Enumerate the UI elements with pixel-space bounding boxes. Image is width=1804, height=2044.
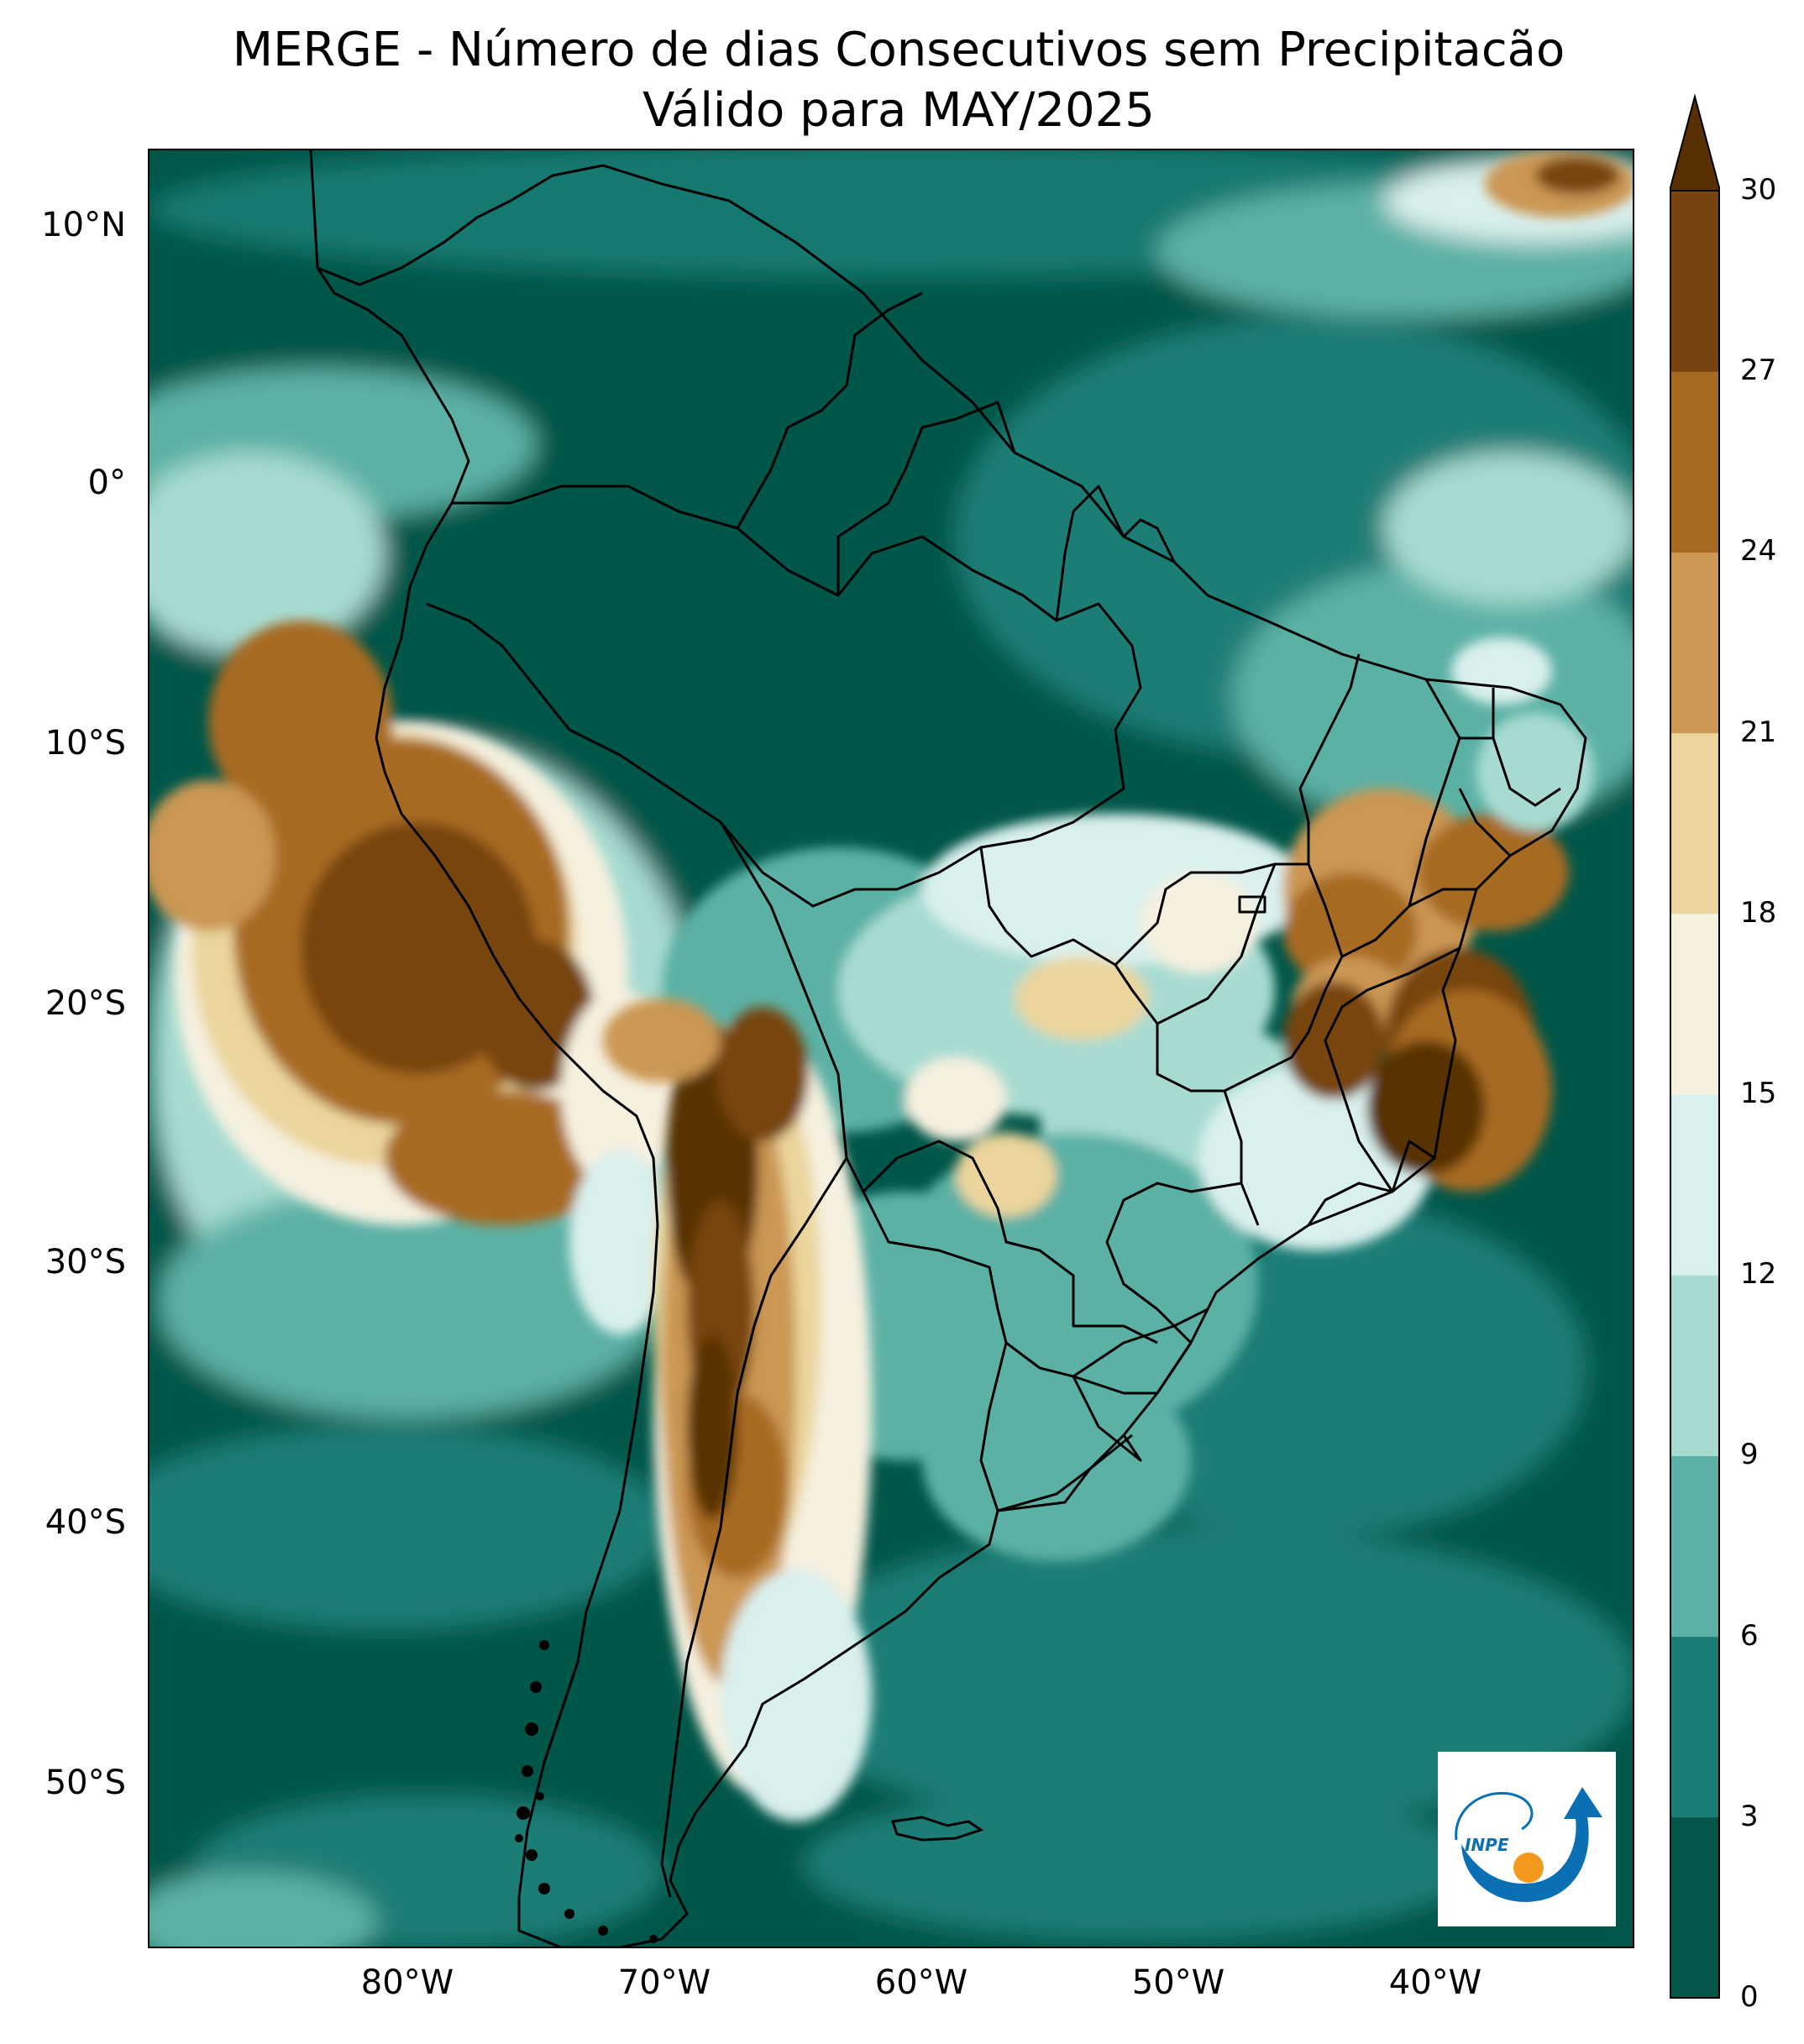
lon-label-70w: 70°W xyxy=(617,1963,711,2002)
map-subtitle: Válido para MAY/2025 xyxy=(642,83,1155,138)
colorbar-outline xyxy=(1670,190,1720,1999)
boundary-lines xyxy=(309,150,1587,1947)
colorbar-label-21: 21 xyxy=(1740,715,1777,749)
colorbar-segment-0 xyxy=(1670,1816,1720,1999)
precipitation-map xyxy=(149,150,1633,1947)
lon-label-50w: 50°W xyxy=(1131,1963,1225,2002)
country-borders xyxy=(426,485,1142,908)
malvinas-islands xyxy=(891,1816,984,1842)
logo-text: INPE xyxy=(1465,1835,1509,1855)
lat-label-50s: 50°S xyxy=(45,1764,126,1802)
colorbar-label-30: 30 xyxy=(1740,173,1777,207)
colorbar-segment-2 xyxy=(1670,1455,1720,1638)
lat-label-40s: 40°S xyxy=(45,1503,126,1542)
colorbar-segment-1 xyxy=(1670,1636,1720,1818)
lon-label-80w: 80°W xyxy=(360,1963,454,2002)
colorbar-label-18: 18 xyxy=(1740,896,1777,930)
colorbar-segment-5 xyxy=(1670,913,1720,1095)
logo-sun-icon xyxy=(1513,1853,1544,1883)
lat-label-10n: 10°N xyxy=(41,206,126,244)
colorbar-segments xyxy=(1670,191,1720,1999)
andes-dry-belt xyxy=(603,998,872,1821)
colorbar-label-3: 3 xyxy=(1740,1800,1759,1833)
colorbar-label-24: 24 xyxy=(1740,534,1777,568)
colorbar-label-9: 9 xyxy=(1740,1438,1759,1471)
pacific-dry-zone xyxy=(149,621,679,1334)
lat-label-20s: 20°S xyxy=(45,984,126,1023)
colorbar xyxy=(1670,93,1720,1999)
archipelago-islands xyxy=(515,1640,658,1943)
colorbar-label-15: 15 xyxy=(1740,1077,1777,1110)
map-panel xyxy=(148,149,1634,1948)
lat-label-10s: 10°S xyxy=(45,724,126,763)
colorbar-segment-7 xyxy=(1670,552,1720,734)
inpe-logo: INPE xyxy=(1438,1752,1616,1926)
colorbar-segment-9 xyxy=(1670,191,1720,372)
lon-label-60w: 60°W xyxy=(874,1963,968,2002)
inpe-logo-graphic: INPE xyxy=(1455,1787,1602,1902)
logo-orbit-icon xyxy=(1455,1791,1534,1841)
colorbar-label-6: 6 xyxy=(1740,1619,1759,1653)
logo-swoosh-icon xyxy=(1461,1787,1602,1902)
lat-label-0: 0° xyxy=(87,464,126,502)
colorbar-extend-arrow xyxy=(1670,93,1720,191)
colorbar-segment-4 xyxy=(1670,1094,1720,1276)
colorbar-label-27: 27 xyxy=(1740,354,1777,387)
lon-label-40w: 40°W xyxy=(1388,1963,1482,2002)
map-title: MERGE - Número de dias Consecutivos sem … xyxy=(232,23,1565,77)
colorbar-segment-6 xyxy=(1670,732,1720,915)
south-america-coastline xyxy=(309,150,1587,1947)
colorbar-label-12: 12 xyxy=(1740,1257,1777,1291)
lat-label-30s: 30°S xyxy=(45,1243,126,1281)
colorbar-segment-8 xyxy=(1670,371,1720,553)
colorbar-segment-3 xyxy=(1670,1275,1720,1456)
colorbar-label-0: 0 xyxy=(1740,1980,1759,2014)
caribbean-dry-patch xyxy=(1485,150,1633,218)
state-borders xyxy=(1224,653,1361,1093)
